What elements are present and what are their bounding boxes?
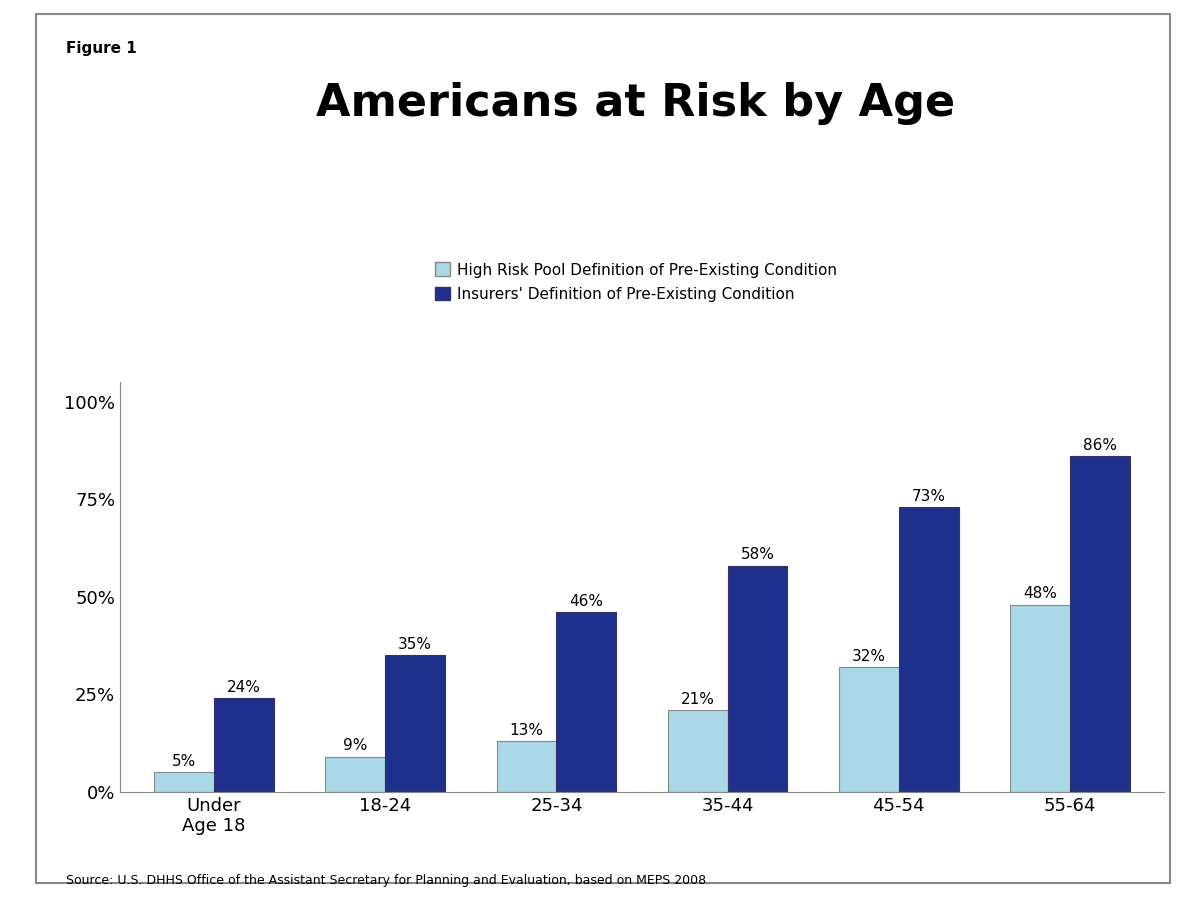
Text: 13%: 13%: [510, 723, 544, 738]
Bar: [325, 756, 385, 792]
Text: 9%: 9%: [343, 739, 367, 753]
Text: 46%: 46%: [569, 594, 604, 609]
Text: 73%: 73%: [912, 489, 946, 504]
Text: Source: U.S. DHHS Office of the Assistant Secretary for Planning and Evaluation,: Source: U.S. DHHS Office of the Assistan…: [66, 875, 706, 887]
Bar: [1010, 604, 1070, 792]
Text: 35%: 35%: [398, 637, 432, 652]
Bar: [899, 507, 959, 792]
Text: Americans at Risk by Age: Americans at Risk by Age: [317, 82, 955, 125]
Text: 5%: 5%: [172, 754, 197, 769]
Legend: High Risk Pool Definition of Pre-Existing Condition, Insurers' Definition of Pre: High Risk Pool Definition of Pre-Existin…: [434, 262, 838, 302]
Bar: [557, 612, 617, 792]
Bar: [385, 655, 445, 792]
Bar: [155, 773, 214, 792]
Bar: [1070, 456, 1129, 792]
Bar: [727, 565, 787, 792]
Text: 48%: 48%: [1022, 586, 1057, 602]
Bar: [497, 741, 557, 792]
Text: Figure 1: Figure 1: [66, 41, 137, 56]
Bar: [839, 667, 899, 792]
Text: 32%: 32%: [852, 649, 886, 663]
Text: 21%: 21%: [680, 692, 714, 707]
Bar: [214, 698, 274, 792]
Bar: [667, 710, 727, 792]
Text: 24%: 24%: [227, 680, 262, 695]
Text: 86%: 86%: [1082, 439, 1117, 453]
Text: 58%: 58%: [740, 548, 774, 562]
